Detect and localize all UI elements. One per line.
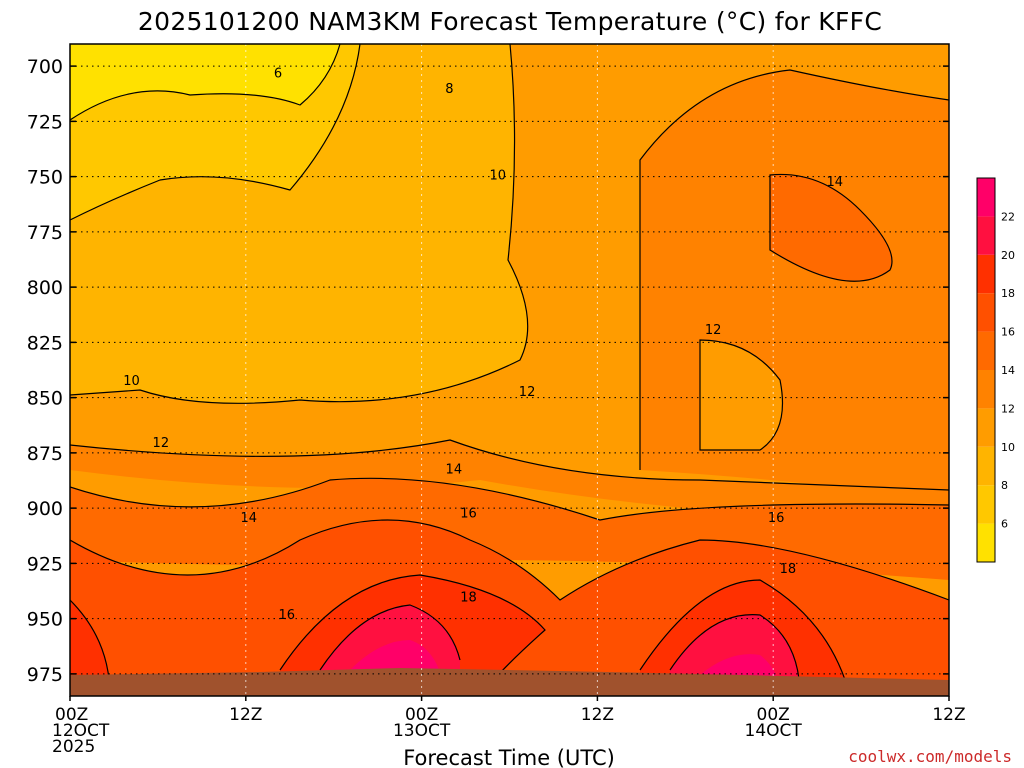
contour-label: 10 (123, 374, 140, 389)
contour-label: 12 (519, 385, 536, 400)
temp-band-14-16-cell (770, 174, 892, 282)
y-tick-label: 875 (27, 443, 63, 465)
contour-label: 10 (490, 168, 507, 183)
y-tick-label: 800 (27, 277, 63, 299)
contour-line (699, 339, 784, 451)
temp-band-12-14-upper (640, 70, 949, 500)
y-tick-label: 850 (27, 388, 63, 410)
colorbar-swatch (977, 485, 995, 524)
x-axis-label: Forecast Time (UTC) (403, 746, 615, 768)
x-tick-label: 12Z (932, 705, 965, 725)
contour-line (70, 44, 361, 221)
x-tick-label: 00Z (55, 705, 88, 725)
colorbar-tick-label: 6 (1001, 518, 1008, 531)
y-tick-label: 750 (27, 167, 63, 189)
x-tick-label: 12Z (229, 705, 262, 725)
x-tick-label: 2025 (52, 737, 95, 757)
grid (70, 44, 949, 696)
y-tick-label: 700 (27, 56, 63, 78)
temp-band-12-14-lower (70, 440, 949, 520)
contour-line (319, 604, 461, 671)
x-tick-label: 12OCT (52, 721, 110, 741)
contour-labels: 6 8 10 10 12 12 12 14 14 14 16 16 16 18 18 (123, 67, 843, 623)
y-axis: 700 725 750 775 800 825 850 875 900 925 950 975 (27, 56, 949, 686)
chart-title: 2025101200 NAM3KM Forecast Temperature (… (138, 7, 882, 36)
colorbar-tick-label: 18 (1001, 287, 1015, 300)
x-tick-label: 14OCT (745, 721, 803, 741)
y-tick-label: 900 (27, 498, 63, 520)
contour-label: 16 (768, 511, 785, 526)
contour-line (70, 44, 529, 404)
temp-band-10-12-pocket (700, 340, 783, 450)
y-tick-label: 725 (27, 111, 63, 133)
y-tick-label: 825 (27, 332, 63, 354)
plot-area (70, 44, 949, 696)
colorbar-swatch (977, 370, 995, 409)
contour-label: 14 (826, 175, 843, 190)
contour-label: 18 (780, 562, 797, 577)
contour-label: 12 (705, 323, 722, 338)
x-tick-label: 13OCT (393, 721, 451, 741)
surface-terrain (70, 668, 949, 696)
x-tick-label: 00Z (757, 705, 790, 725)
colorbar-swatch (977, 523, 995, 562)
colorbar-swatch (977, 446, 995, 486)
contour-label: 14 (446, 462, 463, 477)
contour-label: 14 (240, 511, 257, 526)
contour-line (70, 477, 949, 521)
colorbar-swatch (977, 408, 995, 447)
credit-text: coolwx.com/models (848, 747, 1012, 766)
contour-label: 16 (279, 608, 296, 623)
colorbar-tick-label: 22 (1001, 210, 1015, 223)
contour-line (70, 439, 949, 491)
contour-line (279, 574, 546, 696)
temp-band-4-6 (70, 44, 340, 120)
contour-label: 6 (274, 67, 282, 82)
contour-lines (70, 44, 949, 696)
y-tick-label: 950 (27, 609, 63, 631)
colorbar-legend: 6 8 10 12 14 16 18 20 22 (976, 177, 1015, 563)
y-tick-label: 925 (27, 553, 63, 575)
colorbar-frame (976, 177, 996, 563)
y-tick-label: 775 (27, 222, 63, 244)
x-tick-label: 00Z (405, 705, 438, 725)
contour-line (669, 614, 801, 696)
colorbar-swatch (977, 331, 995, 370)
colorbar-tick-label: 20 (1001, 249, 1015, 262)
y-tick-label: 975 (27, 664, 63, 686)
contour-label: 8 (445, 82, 453, 97)
colorbar-tick-label: 8 (1001, 479, 1008, 492)
x-tick-label: 12Z (581, 705, 614, 725)
colorbar-tick-label: 12 (1001, 402, 1015, 415)
colorbar-swatch (977, 254, 995, 294)
colorbar-tick-label: 14 (1001, 364, 1015, 377)
colorbar-swatch (977, 216, 995, 255)
contour-line (769, 173, 893, 282)
colorbar-tick-label: 10 (1001, 441, 1015, 454)
contour-label: 18 (460, 591, 477, 606)
contour-line (639, 579, 851, 696)
contour-label: 16 (460, 507, 477, 522)
plot-frame (69, 43, 950, 697)
contour-label: 12 (153, 436, 170, 451)
colorbar-swatch (977, 293, 995, 332)
contour-line (639, 69, 949, 470)
contour-line (70, 519, 949, 601)
colorbar-swatch (977, 178, 995, 217)
temp-band-18-20-left (70, 600, 110, 696)
colorbar-tick-label: 16 (1001, 326, 1015, 339)
contour-line (70, 44, 341, 121)
